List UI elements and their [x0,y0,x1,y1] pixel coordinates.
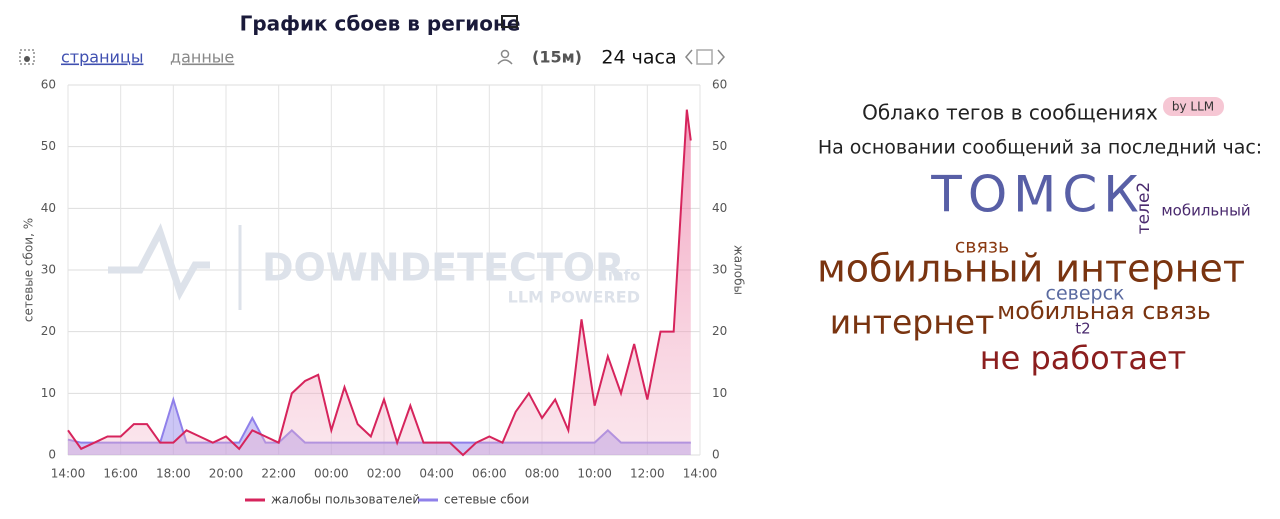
monitor-icon [501,15,518,28]
y2-tick-label: 60 [712,78,727,92]
x-tick-label: 14:00 [683,467,718,481]
x-tick-label: 00:00 [314,467,349,481]
cloud-subtitle: На основании сообщений за последний час: [818,137,1262,159]
x-tick-label: 14:00 [51,467,86,481]
cloud-word: мобильный интернет [817,247,1245,291]
chart-heading: График сбоев в регионе [240,12,521,36]
cloud-word: теле2 [1134,182,1154,235]
y-tick-label: 20 [41,324,56,338]
cloud-word: не работает [980,339,1187,377]
x-tick-label: 16:00 [103,467,138,481]
watermark: DOWNDETECTOR [262,246,624,290]
tab-data[interactable]: данные [170,48,234,67]
x-tick-label: 12:00 [630,467,665,481]
y2-tick-label: 10 [712,386,727,400]
cloud-word: связь [955,236,1009,258]
calendar-icon[interactable] [696,49,713,65]
y-tick-label: 40 [41,201,56,215]
user-icon-body [497,59,513,65]
cloud-word: северск [1045,283,1124,305]
y-tick-label: 50 [41,139,56,153]
interval[interactable]: (15м) [532,48,582,67]
watermark-logo [108,223,210,301]
screenshot-icon[interactable] [19,49,35,65]
x-tick-label: 06:00 [472,467,507,481]
badge: by LLM [1172,100,1214,114]
x-tick-label: 22:00 [261,467,296,481]
legend-label: жалобы пользователей [271,493,420,507]
x-tick-label: 18:00 [156,467,191,481]
period[interactable]: 24 часа [601,47,676,69]
x-tick-label: 20:00 [209,467,244,481]
x-tick-label: 04:00 [419,467,454,481]
cloud-word: t2 [1075,320,1090,338]
y2-tick-label: 0 [712,448,720,462]
series-area [68,109,691,456]
series-line [67,109,692,457]
y2-tick-label: 30 [712,263,727,277]
y2-tick-label: 40 [712,201,727,215]
cloud-word: интернет [830,303,995,342]
y-axis-label: сетевые сбои, % [22,218,36,322]
y2-tick-label: 20 [712,324,727,338]
cloud-title: Облако тегов в сообщениях [862,101,1158,125]
y-tick-label: 10 [41,386,56,400]
cloud-word: ТОМСК [930,166,1144,224]
x-tick-label: 02:00 [367,467,402,481]
user-icon[interactable] [500,49,510,59]
badge-bg [1163,97,1224,116]
y2-tick-label: 50 [712,139,727,153]
plot: 0 10 20 30 40 50 60 0 10 20 30 40 50 60 14:00 16:00 18:0… [22,78,746,507]
cloud-word: мобильная связь [997,297,1211,325]
cloud-word: мобильный [1161,202,1250,220]
x-tick-label: 10:00 [577,467,612,481]
y-tick-label: 60 [41,78,56,92]
word-cloud: Облако тегов в сообщениях by LLM На осно… [817,97,1262,377]
prev-arrow[interactable] [685,49,693,65]
camera-lens [24,56,30,62]
legend-label: сетевые сбои [444,493,529,507]
next-arrow[interactable] [717,49,725,65]
y-tick-label: 30 [41,263,56,277]
tab-pages[interactable]: страницы [61,48,143,67]
y-tick-label: 0 [48,448,56,462]
y2-axis-label: жалобы [732,245,746,295]
watermark-sub: LLM POWERED [508,288,640,307]
watermark-suffix: .info [602,267,640,285]
x-tick-label: 08:00 [525,467,560,481]
